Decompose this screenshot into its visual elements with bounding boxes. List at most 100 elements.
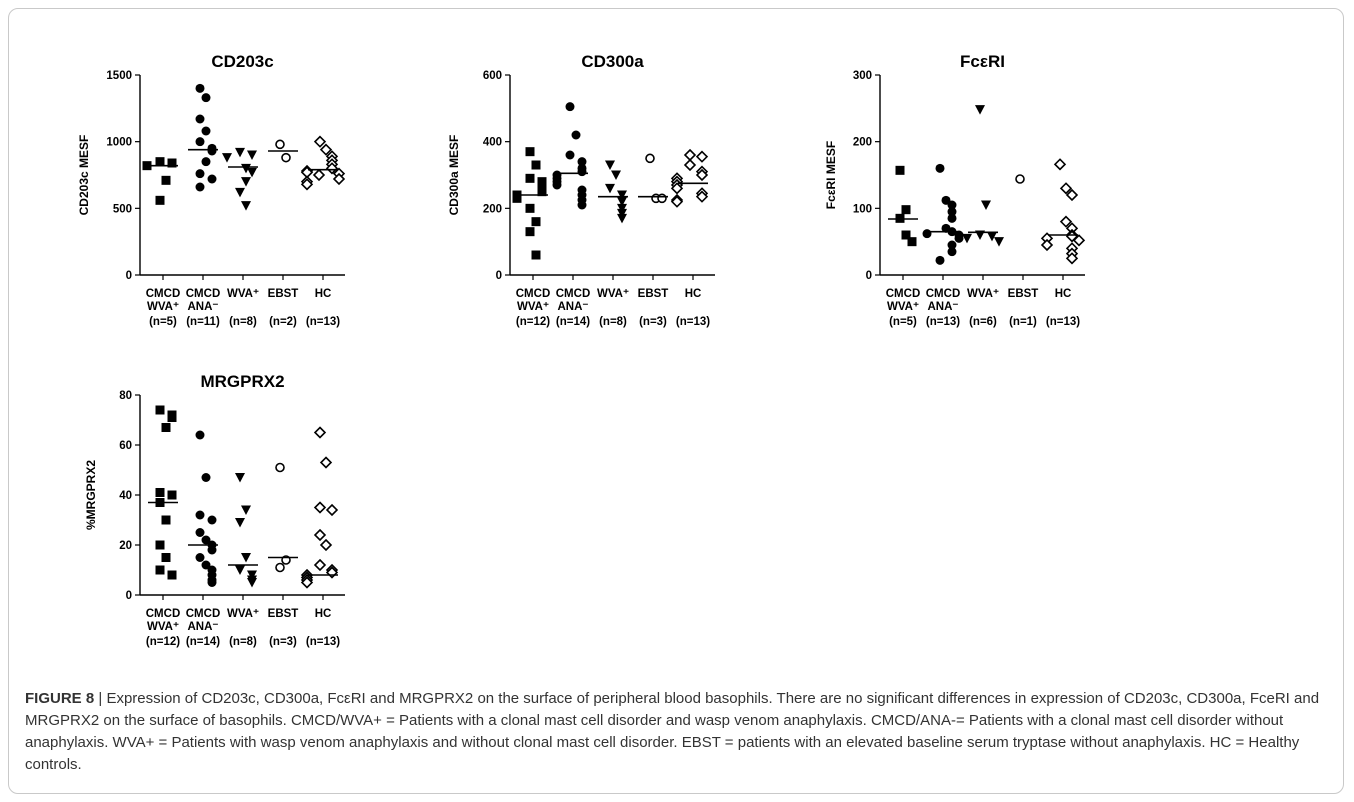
- square-marker: [161, 423, 171, 432]
- square-marker: [525, 227, 535, 237]
- square-marker: [167, 413, 177, 422]
- circle-marker: [207, 174, 217, 184]
- x-category-label: ANA⁻: [928, 301, 959, 313]
- circle-marker: [947, 240, 957, 250]
- x-category-label: CMCD: [556, 288, 591, 300]
- x-category-label: CMCD: [186, 608, 221, 620]
- open-circle-marker: [645, 153, 655, 164]
- x-category-label: CMCD: [146, 608, 181, 620]
- square-marker: [537, 177, 547, 187]
- open-diamond-marker: [1072, 234, 1086, 247]
- circle-marker: [577, 157, 587, 167]
- open-circle-marker: [1015, 174, 1025, 184]
- square-marker: [901, 230, 911, 240]
- x-category-n: (n=13): [926, 316, 960, 328]
- square-marker: [907, 237, 917, 247]
- open-diamond-marker: [1059, 182, 1073, 195]
- circle-marker: [195, 430, 205, 440]
- circle-marker: [195, 137, 205, 147]
- open-diamond-marker: [319, 538, 333, 552]
- square-marker: [531, 160, 541, 170]
- square-marker: [161, 553, 171, 562]
- open-diamond-marker: [1065, 188, 1079, 202]
- triangle-marker: [987, 231, 997, 242]
- open-diamond-marker: [695, 150, 709, 163]
- circle-marker: [947, 207, 957, 217]
- square-marker: [161, 515, 171, 525]
- x-category-n: (n=11): [186, 316, 220, 328]
- triangle-marker: [617, 213, 627, 224]
- x-category-label: HC: [1055, 288, 1072, 300]
- open-diamond-marker: [670, 195, 684, 208]
- circle-marker: [207, 578, 217, 587]
- triangle-marker: [617, 208, 627, 219]
- circle-marker: [201, 126, 211, 136]
- y-tick-label: 20: [119, 540, 132, 552]
- square-marker: [167, 490, 177, 500]
- triangle-marker: [981, 200, 991, 210]
- circle-marker: [201, 560, 211, 570]
- x-category-n: (n=14): [186, 636, 220, 648]
- square-marker: [155, 195, 165, 205]
- x-category-n: (n=13): [676, 316, 710, 328]
- triangle-marker: [975, 105, 985, 115]
- circle-marker: [207, 146, 217, 156]
- open-circle-marker: [275, 139, 285, 150]
- open-diamond-marker: [313, 426, 327, 439]
- x-category-label: HC: [315, 288, 332, 300]
- open-diamond-marker: [313, 135, 327, 148]
- y-tick-label: 40: [119, 490, 132, 502]
- open-circle-marker: [275, 462, 285, 473]
- circle-marker: [922, 229, 932, 239]
- figure-frame: [8, 8, 1344, 794]
- circle-marker: [565, 150, 575, 160]
- open-diamond-marker: [683, 148, 697, 162]
- y-tick-label: 500: [113, 203, 132, 215]
- open-diamond-marker: [313, 501, 327, 514]
- x-category-label: WVA⁺: [227, 608, 259, 620]
- triangle-marker: [617, 190, 627, 200]
- x-category-label: EBST: [638, 288, 669, 300]
- x-category-label: ANA⁻: [188, 621, 219, 633]
- x-category-n: (n=12): [516, 316, 550, 328]
- y-tick-label: 0: [866, 270, 872, 282]
- y-tick-label: 0: [126, 590, 132, 602]
- chart-title: FcεRI: [960, 52, 1005, 71]
- circle-marker: [947, 200, 957, 210]
- circle-marker: [195, 169, 205, 179]
- x-category-label: WVA⁺: [887, 301, 919, 313]
- y-axis-label: CD300a MESF: [447, 135, 461, 216]
- x-category-n: (n=3): [639, 316, 667, 328]
- triangle-marker: [222, 153, 232, 163]
- open-diamond-marker: [312, 168, 326, 182]
- figure-separator: |: [98, 690, 103, 707]
- circle-marker: [201, 93, 211, 103]
- open-diamond-marker: [300, 178, 314, 191]
- triangle-marker: [617, 197, 627, 207]
- figure-caption: FIGURE 8 | Expression of CD203c, CD300a,…: [25, 688, 1330, 776]
- y-tick-label: 1500: [106, 70, 132, 82]
- square-marker: [155, 405, 165, 415]
- triangle-marker: [605, 160, 615, 170]
- y-tick-label: 100: [853, 203, 872, 215]
- triangle-marker: [247, 167, 257, 178]
- y-tick-label: 200: [853, 137, 872, 149]
- chart-3: MRGPRX2020406080%MRGPRX2CMCDWVA⁺(n=12)CM…: [84, 372, 345, 648]
- open-circle-marker: [281, 152, 291, 163]
- open-diamond-marker: [1065, 252, 1079, 265]
- open-diamond-marker: [319, 456, 333, 469]
- circle-marker: [577, 167, 587, 177]
- square-marker: [142, 161, 152, 171]
- x-category-label: EBST: [1008, 288, 1039, 300]
- square-marker: [895, 165, 905, 175]
- triangle-marker: [235, 565, 245, 575]
- circle-marker: [947, 247, 957, 257]
- open-diamond-marker: [1040, 238, 1054, 252]
- square-marker: [155, 488, 165, 497]
- x-category-label: WVA⁺: [147, 301, 179, 313]
- circle-marker: [935, 163, 945, 173]
- circle-marker: [207, 515, 217, 525]
- open-diamond-marker: [1059, 215, 1073, 228]
